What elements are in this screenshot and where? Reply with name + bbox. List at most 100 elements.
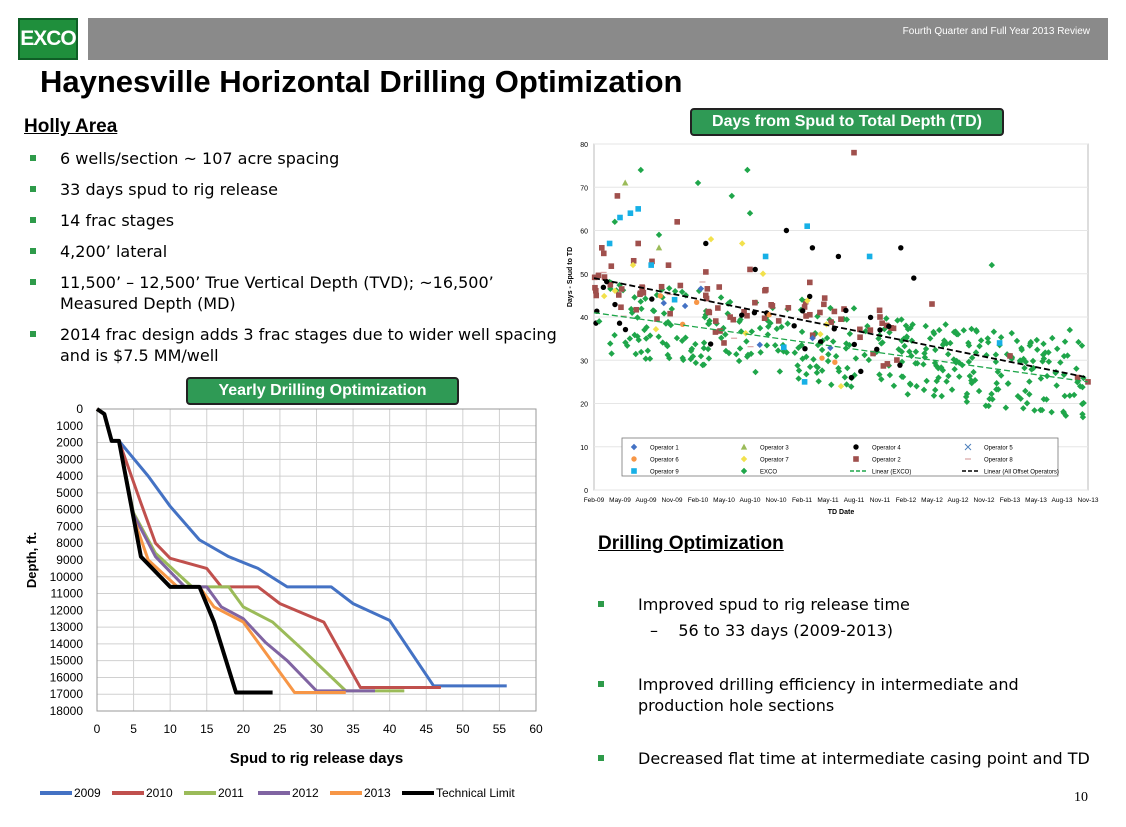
scatter-point bbox=[595, 272, 602, 279]
scatter-point bbox=[784, 320, 791, 327]
list-item: 14 frac stages bbox=[30, 210, 560, 231]
y-tick-label: 0 bbox=[76, 402, 83, 416]
scatter-point bbox=[851, 149, 857, 156]
scatter-point bbox=[652, 325, 660, 333]
scatter-point bbox=[876, 307, 883, 314]
scatter-point bbox=[600, 284, 607, 291]
scatter-point bbox=[993, 380, 1000, 387]
bullet-text: Decreased flat time at intermediate casi… bbox=[638, 749, 1090, 768]
scatter-point bbox=[929, 301, 935, 307]
scatter-point bbox=[700, 339, 708, 346]
y-tick-label: 11000 bbox=[51, 587, 84, 601]
scatter-point bbox=[791, 323, 797, 329]
scatter-point bbox=[938, 364, 945, 371]
legend-label: 2010 bbox=[146, 786, 173, 800]
scatter-point bbox=[671, 296, 678, 303]
scatter-point bbox=[878, 340, 885, 347]
scatter-point bbox=[931, 359, 939, 367]
scatter-point bbox=[1057, 359, 1064, 366]
legend-label: EXCO bbox=[760, 470, 777, 476]
legend-box bbox=[621, 437, 1059, 477]
legend-label: Operator 2 bbox=[872, 458, 901, 464]
scatter-point bbox=[982, 402, 990, 409]
scatter-point bbox=[679, 321, 686, 328]
scatter-point bbox=[630, 443, 638, 451]
y-tick-label: 20 bbox=[580, 402, 588, 409]
bullet-icon bbox=[598, 681, 604, 687]
scatter-point bbox=[913, 383, 920, 390]
days-spud-to-td-badge: Days from Spud to Total Depth (TD) bbox=[690, 108, 1004, 136]
legend-label: Operator 9 bbox=[650, 470, 679, 476]
x-tick-label: Feb-09 bbox=[584, 497, 605, 504]
scatter-point bbox=[817, 309, 823, 316]
scatter-point bbox=[799, 308, 806, 314]
bullet-text: Improved spud to rig release time bbox=[638, 595, 910, 614]
scatter-point bbox=[649, 258, 655, 265]
trendline-exco bbox=[593, 312, 1089, 383]
scatter-point bbox=[667, 310, 673, 317]
exco-logo: EXCO bbox=[18, 18, 78, 60]
scatter-point bbox=[853, 444, 859, 450]
scatter-point bbox=[801, 304, 808, 310]
scatter-point bbox=[757, 349, 764, 356]
x-tick-label: Feb-13 bbox=[1000, 497, 1021, 504]
scatter-point bbox=[850, 305, 858, 312]
scatter-point bbox=[762, 287, 768, 294]
scatter-point bbox=[1080, 374, 1087, 382]
list-item: Decreased flat time at intermediate casi… bbox=[598, 748, 1098, 769]
scatter-point bbox=[817, 339, 824, 345]
scatter-point bbox=[1079, 410, 1086, 418]
scatter-point bbox=[692, 359, 700, 367]
scatter-point bbox=[775, 318, 782, 324]
scatter-point bbox=[687, 347, 695, 355]
scatter-point bbox=[633, 306, 640, 313]
y-tick-label: 1000 bbox=[56, 419, 83, 433]
y-tick-label: 5000 bbox=[56, 486, 83, 500]
scatter-point bbox=[739, 312, 745, 318]
scatter-point bbox=[785, 304, 792, 311]
scatter-point bbox=[926, 335, 934, 342]
scatter-point bbox=[655, 231, 663, 239]
sub-bullet: – 56 to 33 days (2009-2013) bbox=[650, 621, 893, 640]
x-tick-label: 10 bbox=[163, 722, 177, 736]
y-tick-label: 10 bbox=[580, 445, 588, 452]
page-title: Haynesville Horizontal Drilling Optimiza… bbox=[40, 64, 683, 99]
scatter-point bbox=[898, 245, 904, 251]
plot-frame bbox=[96, 408, 537, 712]
scatter-point bbox=[654, 316, 660, 322]
scatter-point bbox=[614, 193, 621, 199]
y-tick-label: 40 bbox=[580, 315, 588, 322]
x-tick-label: Feb-11 bbox=[792, 497, 812, 504]
scatter-point bbox=[712, 329, 719, 335]
x-tick-label: 15 bbox=[200, 722, 214, 736]
scatter-point bbox=[831, 308, 838, 315]
scatter-point bbox=[600, 250, 607, 257]
scatter-point bbox=[948, 386, 956, 393]
scatter-point bbox=[635, 206, 641, 212]
scatter-point bbox=[593, 287, 599, 294]
bullet-text: 2014 frac design adds 3 frac stages due … bbox=[60, 325, 557, 365]
y-tick-label: 30 bbox=[580, 358, 588, 365]
y-tick-label: 15000 bbox=[50, 654, 84, 668]
scatter-point bbox=[616, 320, 623, 326]
scatter-point bbox=[740, 467, 748, 475]
scatter-point bbox=[657, 293, 664, 299]
x-tick-label: 45 bbox=[420, 722, 434, 736]
scatter-point bbox=[817, 330, 824, 338]
scatter-point bbox=[707, 235, 715, 243]
scatter-point bbox=[1029, 357, 1037, 365]
scatter-point bbox=[756, 341, 764, 349]
x-tick-label: 0 bbox=[94, 722, 101, 736]
scatter-point bbox=[821, 301, 827, 308]
x-tick-label: 30 bbox=[310, 722, 324, 736]
scatter-point bbox=[761, 315, 768, 322]
logo-text: EXCO bbox=[20, 27, 77, 50]
scatter-point bbox=[634, 333, 641, 340]
scatter-point bbox=[963, 398, 971, 406]
scatter-point bbox=[886, 323, 892, 329]
scatter-point bbox=[996, 340, 1003, 346]
scatter-point bbox=[884, 361, 891, 367]
scatter-point bbox=[704, 345, 712, 353]
bullet-text: 11,500’ – 12,500’ True Vertical Depth (T… bbox=[60, 273, 494, 313]
legend-label: Operator 7 bbox=[760, 458, 789, 464]
